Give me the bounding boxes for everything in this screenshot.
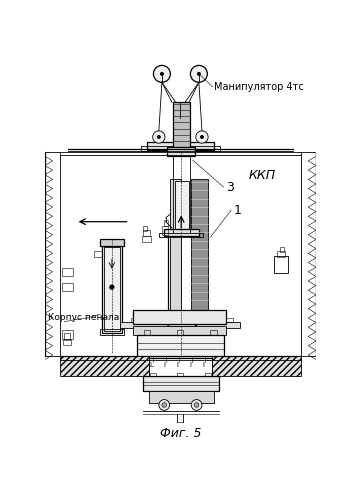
Text: I: I [189,362,191,368]
Bar [164,220,168,226]
Bar [173,102,190,148]
Text: ККП: ККП [249,169,276,182]
Bar [102,245,122,334]
Circle shape [196,131,208,143]
Bar [191,180,208,310]
Text: I: I [176,362,178,368]
Bar [280,247,284,252]
Text: I: I [163,362,165,368]
Bar [146,142,214,150]
Bar [62,284,73,291]
Bar [133,326,226,335]
Text: 3: 3 [226,180,234,194]
Bar [144,230,150,236]
Bar [62,268,73,276]
Bar [137,335,224,358]
Bar [149,391,214,402]
Bar [63,338,71,345]
Text: I: I [202,362,205,368]
Circle shape [109,285,114,290]
Bar [100,328,124,335]
Bar [100,240,124,246]
Circle shape [162,402,166,407]
Bar [144,376,219,391]
Text: Манипулятор 4тс: Манипулятор 4тс [214,82,304,92]
Circle shape [159,400,170,410]
Bar [168,233,195,326]
Bar [62,330,73,338]
Bar [212,356,301,376]
Bar [277,251,285,257]
Bar [60,356,149,376]
Bar [94,251,102,257]
Circle shape [191,400,202,410]
Bar [274,256,288,274]
Bar [196,322,240,328]
Bar [164,230,199,235]
Bar [149,356,212,376]
Text: Корпус пенала: Корпус пенала [48,314,119,322]
Circle shape [161,72,163,76]
Circle shape [190,66,207,82]
Bar [150,372,156,376]
Circle shape [194,402,199,407]
Bar [177,372,183,376]
Bar [143,226,147,231]
Bar [166,147,195,156]
Bar [64,334,70,340]
Bar [162,226,168,235]
Bar [159,233,203,237]
Bar [210,330,216,335]
Circle shape [157,136,161,138]
Circle shape [197,72,200,76]
Bar [133,310,226,324]
Circle shape [200,136,203,138]
Text: 1: 1 [233,204,241,216]
Circle shape [153,131,165,143]
Bar [120,322,166,328]
Bar [175,181,189,233]
Text: Фиг. 5: Фиг. 5 [160,427,201,440]
Bar [141,146,220,151]
Bar [197,318,233,322]
Bar [131,318,166,322]
Bar [177,330,183,335]
Bar [205,372,211,376]
Bar [144,330,150,335]
Text: L: L [149,362,153,368]
Bar [170,180,181,310]
Circle shape [153,66,170,82]
Bar [142,236,151,242]
Bar [104,247,120,331]
